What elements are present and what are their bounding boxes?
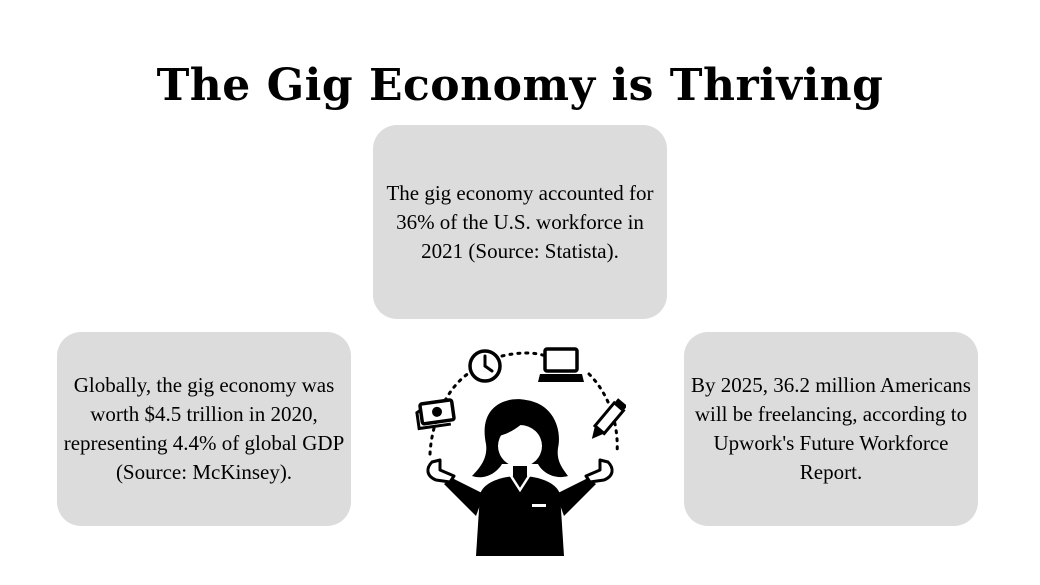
- stat-card-freelancing-forecast: By 2025, 36.2 million Americans will be …: [684, 332, 978, 526]
- stat-card-freelancing-forecast-text: By 2025, 36.2 million Americans will be …: [691, 373, 971, 484]
- laptop-icon: [538, 347, 584, 382]
- pen-icon: [591, 398, 626, 439]
- stat-card-us-workforce-text: The gig economy accounted for 36% of the…: [386, 180, 654, 263]
- stat-card-us-workforce: The gig economy accounted for 36% of the…: [373, 125, 667, 319]
- page-title: The Gig Economy is Thriving: [156, 60, 884, 111]
- stat-card-global-worth: Globally, the gig economy was worth $4.5…: [57, 332, 351, 526]
- stat-card-global-worth-text: Globally, the gig economy was worth $4.5…: [63, 373, 345, 484]
- clock-icon: [468, 349, 502, 383]
- freelancer-person-icon: [426, 399, 614, 556]
- gig-worker-illustration: [415, 347, 626, 556]
- money-icon: [415, 398, 456, 431]
